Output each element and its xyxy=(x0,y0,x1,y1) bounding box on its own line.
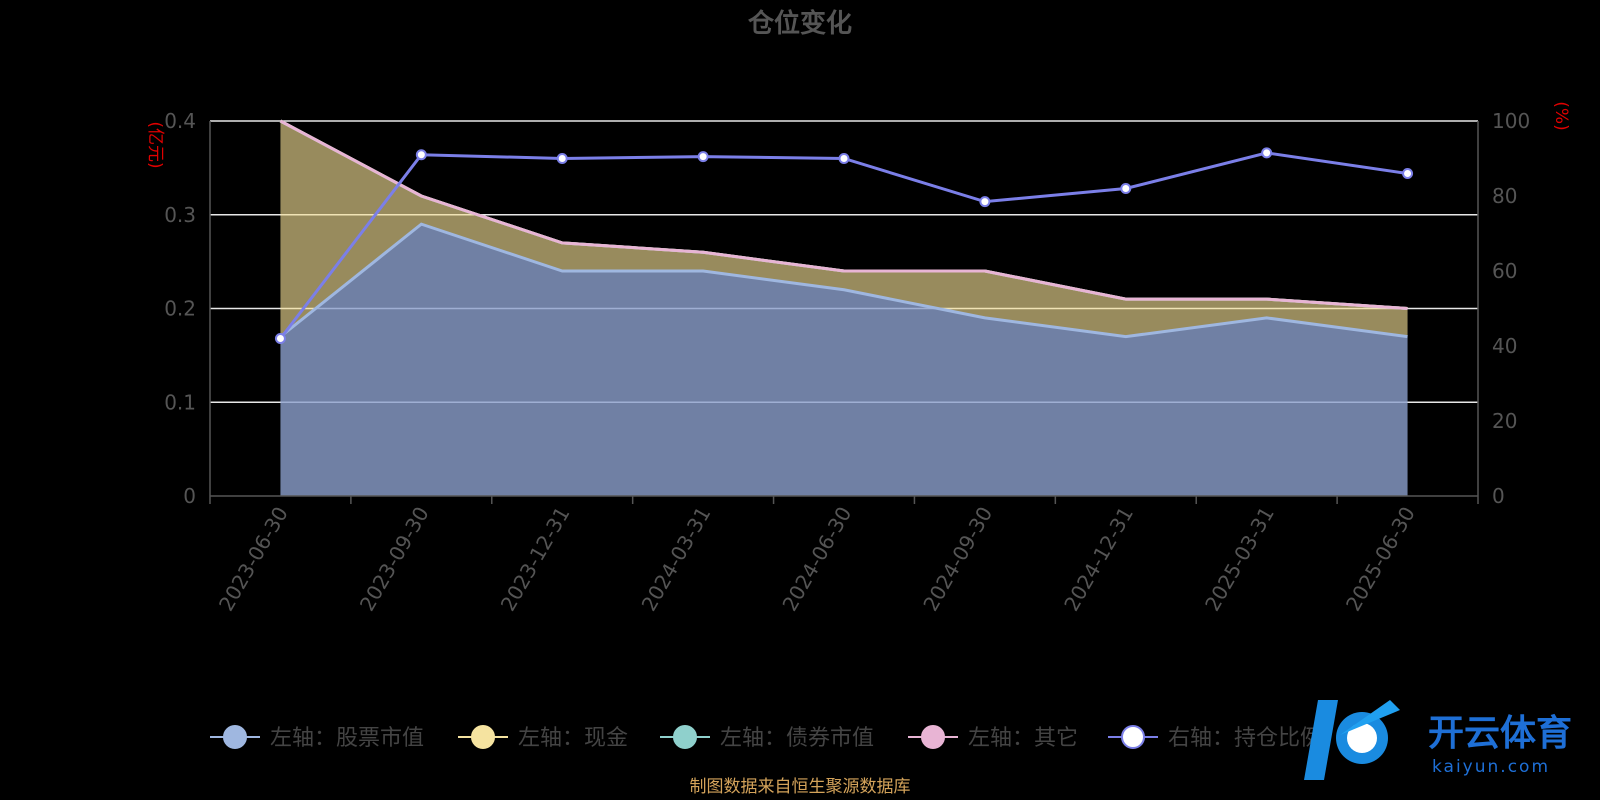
x-tick-label: 2025-06-30 xyxy=(1341,503,1420,616)
legend-label: 右轴：持仓比例 xyxy=(1168,726,1322,751)
x-tick-label: 2025-03-31 xyxy=(1200,503,1279,616)
left-axis-unit: (亿元) xyxy=(145,121,165,168)
x-tick-label: 2024-09-30 xyxy=(918,503,997,616)
ratio-point xyxy=(274,333,286,344)
x-tick-label: 2024-06-30 xyxy=(777,503,856,616)
watermark-url: kaiyun.com xyxy=(1432,757,1550,777)
right-tick-label: 80 xyxy=(1492,184,1517,208)
right-tick-label: 0 xyxy=(1492,484,1505,508)
right-tick-label: 100 xyxy=(1492,109,1530,133)
x-tick-label: 2024-12-31 xyxy=(1059,503,1138,616)
data-source-note: 制图数据来自恒生聚源数据库 xyxy=(690,777,911,797)
legend-label: 左轴：现金 xyxy=(518,726,628,751)
x-tick-label: 2023-12-31 xyxy=(496,503,575,616)
right-tick-label: 20 xyxy=(1492,409,1517,433)
legend-label: 左轴：债券市值 xyxy=(720,726,874,751)
left-tick-label: 0.1 xyxy=(164,390,196,414)
area-series xyxy=(280,121,1408,496)
legend-marker xyxy=(673,725,697,749)
ball-icon-inner xyxy=(1347,723,1377,753)
area-line-0 xyxy=(279,222,1408,339)
area-line-3 xyxy=(279,119,1408,310)
legend-marker xyxy=(223,725,247,749)
data-points xyxy=(274,147,1414,344)
ratio-point xyxy=(1261,147,1273,159)
k-arm-icon xyxy=(1340,700,1400,735)
ratio-point xyxy=(556,153,568,164)
ratio-point xyxy=(1402,168,1414,179)
legend: 左轴：股票市值 左轴：现金 左轴：债券市值 左轴：其它 右轴：持仓比例 xyxy=(210,725,1322,751)
watermark-logo: 开云体育 kaiyun.com xyxy=(1304,700,1572,780)
ratio-point xyxy=(838,153,850,164)
ratio-point xyxy=(1120,183,1132,194)
ratio-point xyxy=(415,149,427,161)
legend-marker xyxy=(471,725,495,749)
watermark-brand: 开云体育 xyxy=(1428,713,1572,754)
x-tick-label: 2023-09-30 xyxy=(355,503,434,616)
x-tick-label: 2023-06-30 xyxy=(214,503,293,616)
ratio-point xyxy=(979,196,991,208)
right-tick-label: 60 xyxy=(1492,259,1517,283)
legend-label: 左轴：股票市值 xyxy=(270,726,424,751)
left-tick-label: 0.3 xyxy=(164,203,196,227)
right-tick-label: 40 xyxy=(1492,334,1517,358)
legend-marker xyxy=(921,725,945,749)
left-tick-label: 0.2 xyxy=(164,297,196,321)
ratio-point xyxy=(697,151,709,163)
right-axis-unit: (%) xyxy=(1551,101,1571,130)
k-letter-icon xyxy=(1304,700,1338,780)
left-tick-label: 0 xyxy=(183,484,196,508)
area-0 xyxy=(280,224,1408,496)
x-tick-label: 2024-03-31 xyxy=(637,503,716,616)
left-tick-label: 0.4 xyxy=(164,109,196,133)
chart-title: 仓位变化 xyxy=(747,8,852,39)
legend-label: 左轴：其它 xyxy=(968,726,1078,751)
legend-marker xyxy=(1121,725,1145,749)
area-1 xyxy=(280,121,1408,337)
